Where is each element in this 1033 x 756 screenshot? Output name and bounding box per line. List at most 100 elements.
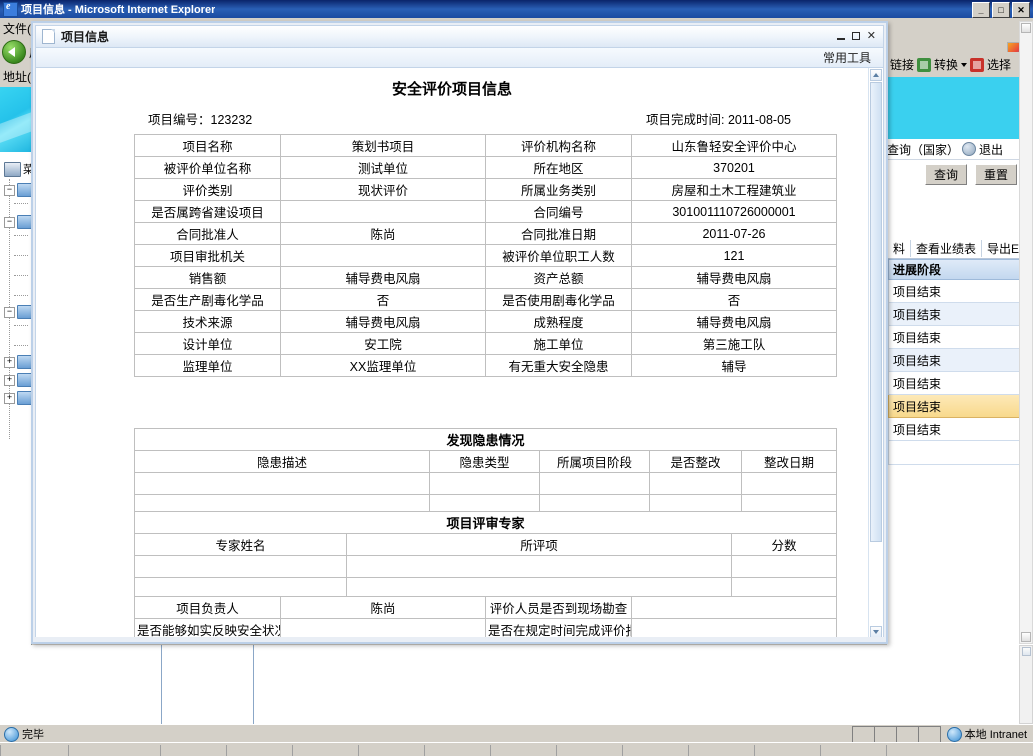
collapse-icon[interactable]: − <box>4 306 15 318</box>
reset-button[interactable]: 重置 <box>975 163 1017 185</box>
table-row: 项目审批机关 被评价单位职工人数 121 <box>134 244 837 267</box>
tree-node-3[interactable]: − <box>4 305 31 319</box>
table-cell <box>539 472 650 495</box>
report-document: 安全评价项目信息 项目编号：123232 项目完成时间: 2011-08-05 … <box>36 68 868 639</box>
field-label: 评价机构名称 <box>485 134 632 157</box>
table-row: 销售额 辅导费电风扇 资产总额 辅导费电风扇 <box>134 266 837 289</box>
ie-maximize-button[interactable]: □ <box>992 2 1010 18</box>
exit-icon[interactable] <box>962 142 977 156</box>
field-label: 项目审批机关 <box>134 244 281 267</box>
field-value: 房屋和土木工程建筑业 <box>631 178 837 201</box>
grid-row[interactable]: 项目结束 <box>888 280 1023 303</box>
scroll-up-icon[interactable] <box>870 69 882 81</box>
dialog-close-button[interactable]: ✕ <box>866 30 876 42</box>
taskbar-slot[interactable] <box>886 745 953 756</box>
table-cell <box>731 555 837 578</box>
grid-row[interactable]: 项目结束 <box>888 349 1023 372</box>
ie-window-title: 项目信息 - Microsoft Internet Explorer <box>21 4 216 16</box>
taskbar-slot[interactable] <box>358 745 425 756</box>
chevron-down-icon[interactable] <box>961 62 968 67</box>
dialog-minimize-button[interactable] <box>836 32 845 40</box>
taskbar-slot[interactable] <box>490 745 557 756</box>
hazard-body: 发现隐患情况 隐患描述 隐患类型 所属项目阶段 是否整改 整改日期 <box>133 428 838 517</box>
scroll-up-icon[interactable] <box>1021 647 1031 656</box>
status-zone: 本地 Intranet <box>939 726 1033 742</box>
back-icon[interactable] <box>2 40 26 64</box>
section-title: 发现隐患情况 <box>133 428 838 451</box>
expand-icon[interactable]: + <box>4 374 15 386</box>
dialog-maximize-button[interactable] <box>851 32 860 40</box>
taskbar-slot[interactable] <box>622 745 689 756</box>
tree-guide-line <box>14 255 28 256</box>
column-header: 所评项 <box>346 533 732 556</box>
taskbar-slot[interactable] <box>688 745 755 756</box>
ie-close-button[interactable]: ✕ <box>1012 2 1030 18</box>
tree-node-6[interactable]: + <box>4 391 31 405</box>
tree-node-1[interactable]: − <box>4 183 31 197</box>
page-vertical-scrollbar[interactable] <box>1019 645 1033 724</box>
convert-label[interactable]: 转换 <box>934 58 959 72</box>
section-title-row: 发现隐患情况 <box>133 428 838 451</box>
section-title: 项目评审专家 <box>134 511 837 534</box>
nav-query-national[interactable]: 查询（国家） <box>887 142 960 157</box>
common-tools-label[interactable]: 常用工具 <box>822 51 871 65</box>
folder-icon <box>17 373 31 387</box>
scroll-down-icon[interactable] <box>870 626 882 638</box>
app-content-pane: 查询（国家） 退出 查询 重置 料 查看业绩表 导出EXCEL 进展阶段 项目结… <box>887 77 1033 724</box>
taskbar-slot[interactable] <box>292 745 359 756</box>
taskbar-slot[interactable] <box>820 745 887 756</box>
tool-item-0[interactable]: 料 <box>887 240 910 257</box>
select-pdf-icon[interactable] <box>970 57 985 72</box>
collapse-icon[interactable]: − <box>4 216 15 228</box>
field-label: 是否能够如实反映安全状况 <box>134 618 281 639</box>
tool-item-1[interactable]: 查看业绩表 <box>910 240 981 257</box>
menu-file[interactable]: 文件( <box>3 21 31 36</box>
query-button[interactable]: 查询 <box>925 163 967 185</box>
grid-row-selected[interactable]: 项目结束 <box>888 395 1023 418</box>
table-row[interactable] <box>134 472 838 495</box>
finish-time-label: 项目完成时间: <box>646 113 725 127</box>
app-query-buttons-row: 查询 重置 <box>887 160 1033 188</box>
ie-minimize-button[interactable]: _ <box>972 2 990 18</box>
dialog-vertical-scrollbar[interactable] <box>868 68 883 639</box>
scroll-down-icon[interactable] <box>1021 632 1031 642</box>
tree-root-computer[interactable]: 菜 <box>4 161 31 177</box>
taskbar-slot[interactable] <box>556 745 623 756</box>
field-value: 第三施工队 <box>631 332 837 355</box>
taskbar-slot[interactable] <box>0 745 67 756</box>
taskbar-slot[interactable] <box>754 745 821 756</box>
table-row: 是否属跨省建设项目 合同编号 301001110726000001 <box>134 200 837 223</box>
expand-icon[interactable]: + <box>4 356 15 368</box>
dialog-title: 项目信息 <box>61 30 110 44</box>
taskbar-slot[interactable] <box>68 745 135 756</box>
expert-table: 项目评审专家 专家姓名 所评项 分数 <box>134 511 837 600</box>
taskbar-slot[interactable] <box>226 745 293 756</box>
ie-icon <box>3 1 18 17</box>
field-value <box>631 618 837 639</box>
convert-pdf-icon[interactable] <box>917 57 932 72</box>
grid-row-empty <box>888 441 1023 465</box>
taskbar-slot[interactable] <box>160 745 227 756</box>
scrollbar-thumb[interactable] <box>870 82 882 542</box>
grid-row[interactable]: 项目结束 <box>888 418 1023 441</box>
grid-row[interactable]: 项目结束 <box>888 303 1023 326</box>
tree-node-2[interactable]: − <box>4 215 31 229</box>
tree-node-4[interactable]: + <box>4 355 31 369</box>
table-row[interactable] <box>134 577 837 600</box>
tree-node-5[interactable]: + <box>4 373 31 387</box>
zone-icon <box>946 726 962 742</box>
field-value: 否 <box>280 288 486 311</box>
scroll-up-icon[interactable] <box>1021 23 1031 33</box>
nav-exit[interactable]: 退出 <box>979 142 1004 157</box>
links-label[interactable]: 链接 <box>890 58 915 72</box>
select-label[interactable]: 选择 <box>987 58 1012 72</box>
table-row[interactable] <box>134 555 837 578</box>
field-value <box>280 244 486 267</box>
grid-row[interactable]: 项目结束 <box>888 326 1023 349</box>
field-value <box>280 200 486 223</box>
collapse-icon[interactable]: − <box>4 184 15 196</box>
taskbar-slot[interactable] <box>424 745 491 756</box>
grid-row[interactable]: 项目结束 <box>888 372 1023 395</box>
page-outer-scrollbar[interactable] <box>1019 21 1033 644</box>
expand-icon[interactable]: + <box>4 392 15 404</box>
